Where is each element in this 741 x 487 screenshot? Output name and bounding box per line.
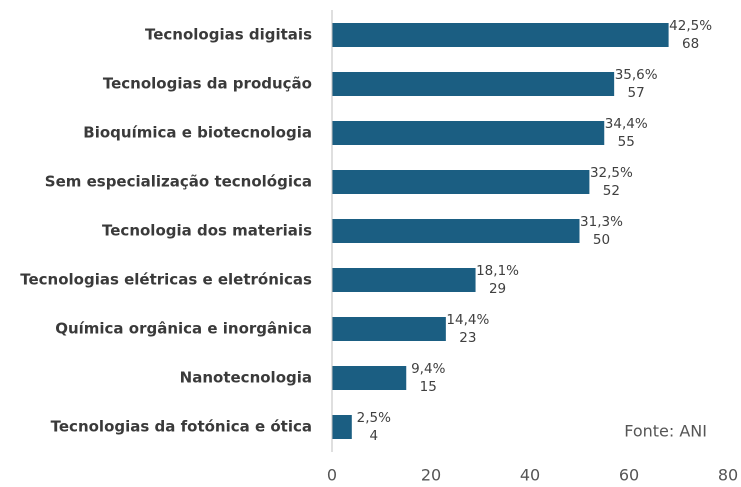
value-label: 57 [628,85,645,101]
y-tick-label: Sem especialização tecnológica [45,173,312,191]
y-tick-label: Química orgânica e inorgânica [55,320,312,338]
bar [332,170,590,194]
percent-label: 18,1% [476,263,519,279]
value-label: 29 [489,281,506,297]
x-tick-label: 20 [421,466,441,485]
y-tick-label: Tecnologias da produção [103,75,312,93]
percent-label: 2,5% [357,410,391,426]
x-tick-label: 80 [718,466,738,485]
bar [332,219,580,243]
value-label: 55 [618,134,635,150]
value-label: 15 [420,379,437,395]
value-label: 4 [370,428,379,444]
percent-label: 14,4% [446,312,489,328]
y-tick-label: Tecnologias digitais [145,26,312,44]
y-tick-label: Nanotecnologia [180,369,312,387]
value-label: 68 [682,36,699,52]
value-label: 50 [593,232,610,248]
percent-label: 34,4% [605,116,648,132]
bar [332,23,669,47]
percent-label: 32,5% [590,165,633,181]
percent-label: 42,5% [669,18,712,34]
percent-label: 35,6% [615,67,658,83]
x-tick-label: 40 [520,466,540,485]
value-label: 52 [603,183,620,199]
y-tick-label: Tecnologias elétricas e eletrónicas [20,271,312,289]
y-tick-label: Bioquímica e biotecnologia [83,124,312,142]
y-tick-label: Tecnologia dos materiais [102,222,312,240]
bar [332,121,605,145]
bar [332,268,476,292]
percent-label: 31,3% [580,214,623,230]
x-tick-label: 0 [327,466,337,485]
x-tick-label: 60 [619,466,639,485]
percent-label: 9,4% [411,361,445,377]
bar [332,366,407,390]
bar [332,317,446,341]
value-label: 23 [459,330,476,346]
bar [332,415,352,439]
y-tick-label: Tecnologias da fotónica e ótica [51,418,312,436]
source-note: Fonte: ANI [624,422,707,441]
bar [332,72,615,96]
